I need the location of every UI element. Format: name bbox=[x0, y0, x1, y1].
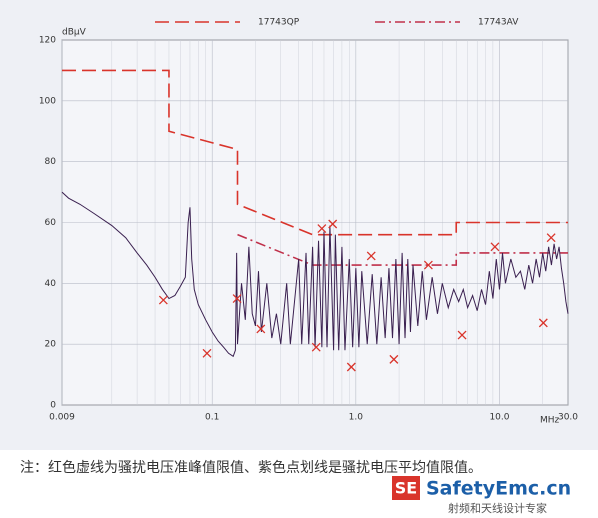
marker-stroke bbox=[232, 294, 242, 304]
site: SafetyEmc.cn bbox=[426, 478, 571, 500]
marker-stroke bbox=[366, 251, 376, 261]
marker-stroke bbox=[423, 260, 433, 270]
y-tick-label: 40 bbox=[45, 279, 57, 289]
marker bbox=[202, 348, 212, 358]
marker-stroke bbox=[311, 342, 321, 352]
marker bbox=[256, 324, 266, 334]
series-line bbox=[62, 69, 568, 236]
marker bbox=[346, 362, 356, 372]
x-tick-label: 0.009 bbox=[49, 413, 75, 423]
legend-label: 17743QP bbox=[258, 18, 300, 28]
x-tick-label: 0.1 bbox=[205, 413, 219, 423]
x-tick-label: 30.0 bbox=[558, 413, 578, 423]
x-tick-label: 10.0 bbox=[489, 413, 509, 423]
marker-stroke bbox=[457, 330, 467, 340]
marker bbox=[158, 295, 168, 305]
marker bbox=[490, 242, 500, 252]
marker bbox=[423, 260, 433, 270]
marker-stroke bbox=[346, 362, 356, 372]
series-line bbox=[237, 233, 568, 266]
marker bbox=[232, 294, 242, 304]
marker bbox=[328, 219, 338, 229]
x-tick-label: 1.0 bbox=[349, 413, 364, 423]
marker-stroke bbox=[328, 219, 338, 229]
marker bbox=[538, 318, 548, 328]
marker-stroke bbox=[317, 224, 327, 234]
y-tick-label: 60 bbox=[45, 218, 57, 228]
marker-stroke bbox=[546, 233, 556, 243]
marker bbox=[311, 342, 321, 352]
marker-stroke bbox=[202, 348, 212, 358]
marker bbox=[546, 233, 556, 243]
badge: SE bbox=[395, 479, 417, 498]
marker-stroke bbox=[389, 354, 399, 364]
marker-stroke bbox=[490, 242, 500, 252]
y-tick-label: 120 bbox=[39, 36, 56, 46]
y-tick-label: 80 bbox=[45, 157, 57, 167]
marker bbox=[457, 330, 467, 340]
y-unit: dBμV bbox=[62, 28, 87, 38]
legend-label: 17743AV bbox=[478, 18, 519, 28]
y-tick-label: 0 bbox=[50, 401, 56, 411]
y-tick-label: 20 bbox=[45, 340, 57, 350]
marker bbox=[366, 251, 376, 261]
badge-box bbox=[392, 476, 420, 500]
marker-stroke bbox=[256, 324, 266, 334]
series-line bbox=[61, 191, 569, 358]
marker bbox=[317, 224, 327, 234]
marker bbox=[389, 354, 399, 364]
marker-stroke bbox=[158, 295, 168, 305]
marker-stroke bbox=[538, 318, 548, 328]
slogan: 射频和天线设计专家 bbox=[448, 501, 547, 515]
caption: 注：红色虚线为骚扰电压准峰值限值、紫色点划线是骚扰电压平均值限值。 bbox=[20, 459, 482, 476]
x-unit: MHz bbox=[540, 416, 560, 426]
y-tick-label: 100 bbox=[39, 96, 56, 106]
